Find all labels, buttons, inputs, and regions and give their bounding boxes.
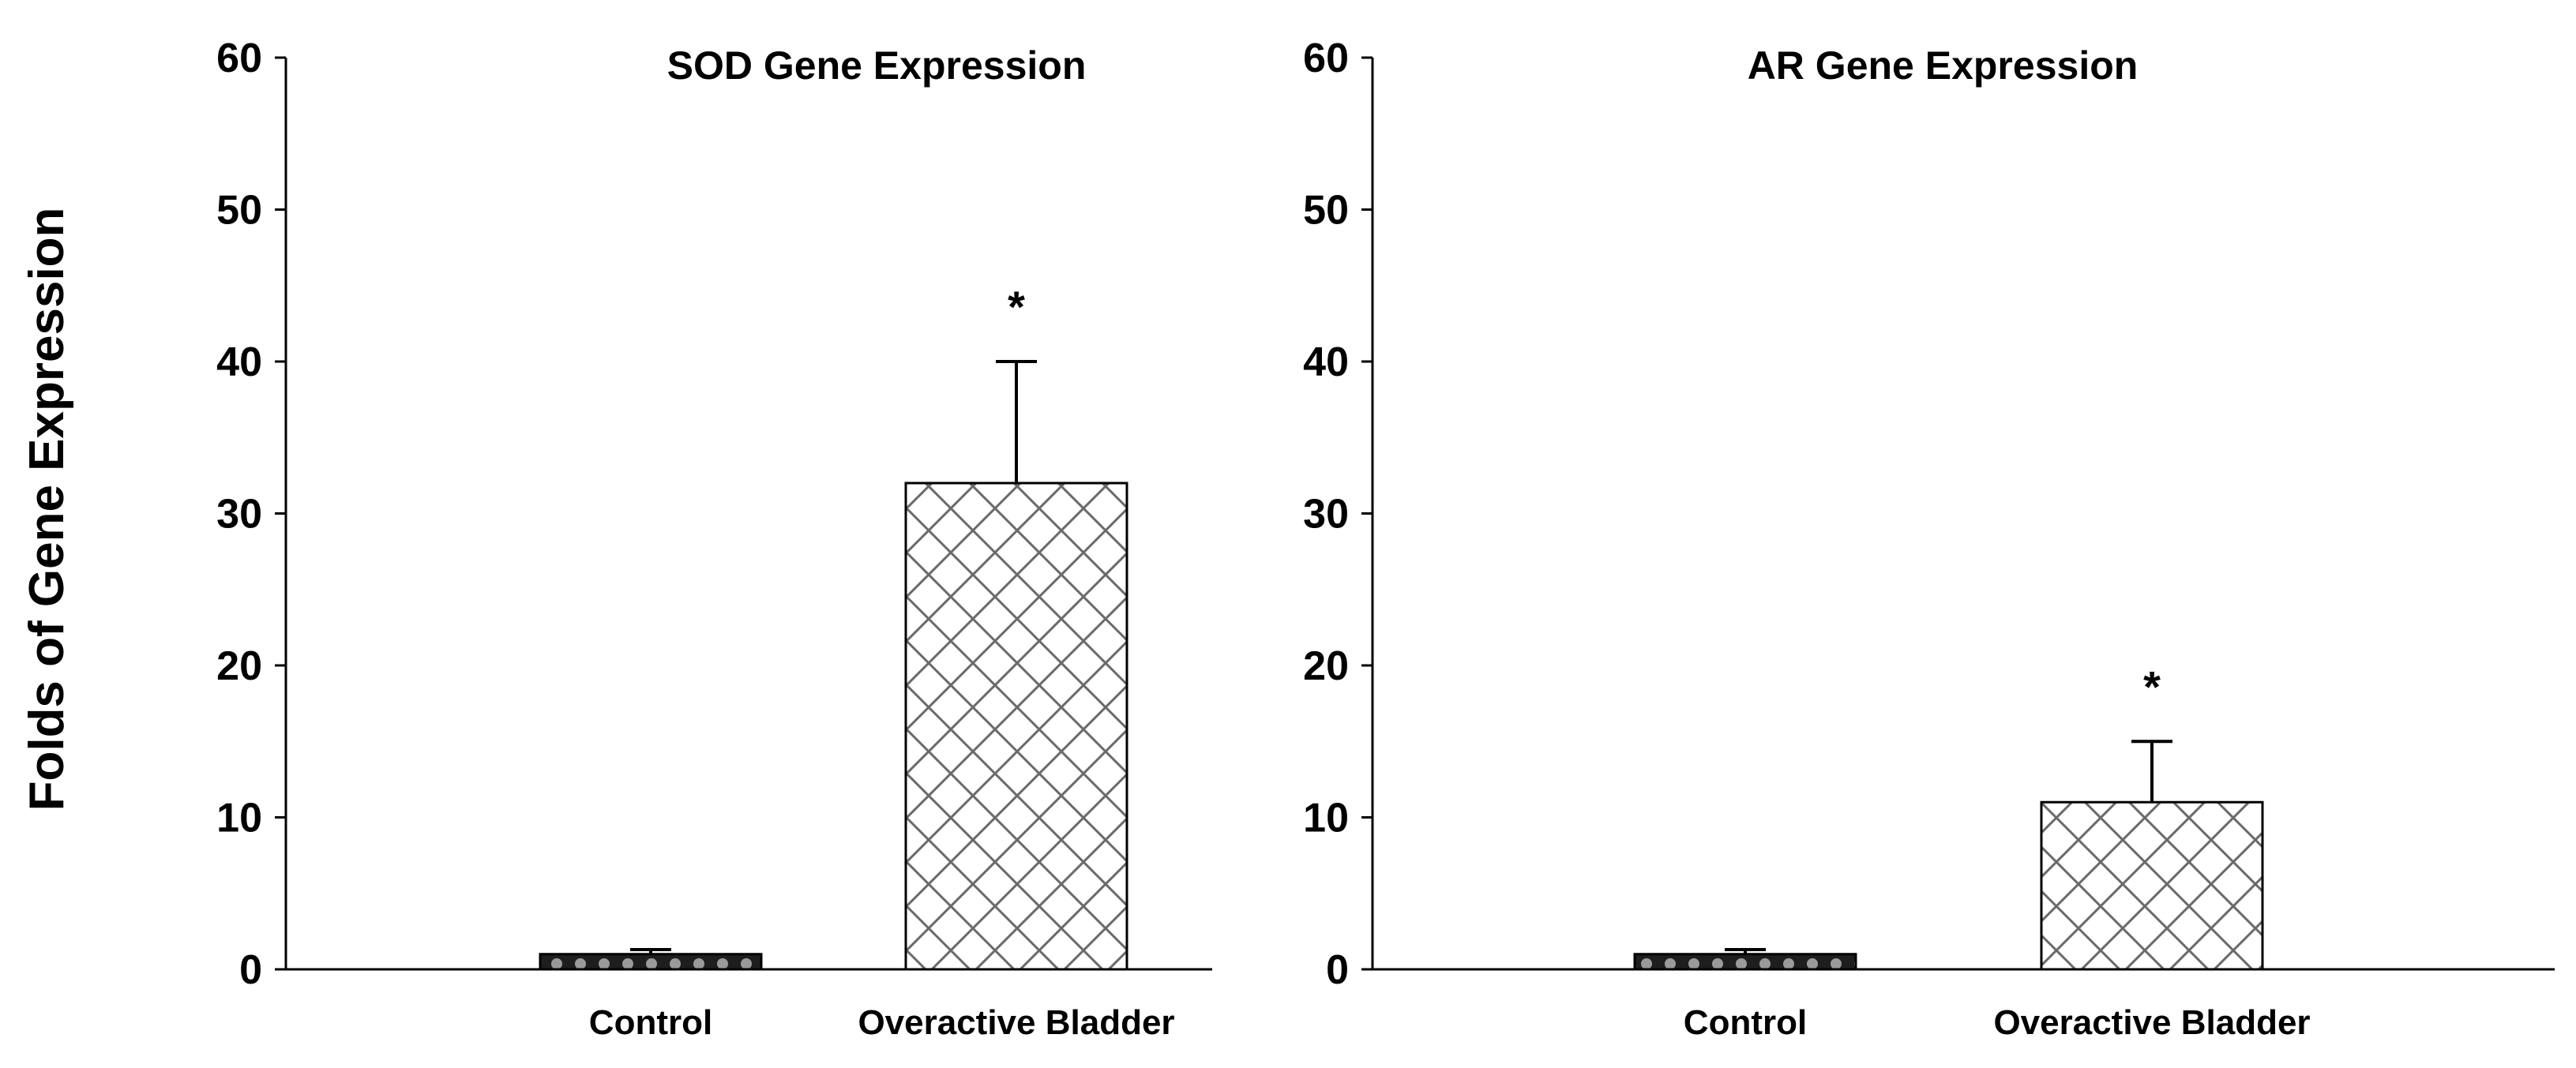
ar-chart-panel: AR Gene Expression 0 10 20 30 40 50 60 Control * O… bbox=[1303, 36, 2555, 1042]
y-tick-label: 30 bbox=[216, 492, 262, 538]
y-tick-label: 20 bbox=[1303, 643, 1349, 689]
y-tick-label: 40 bbox=[1303, 339, 1349, 385]
y-tick-label: 50 bbox=[216, 188, 262, 234]
chart-title: AR Gene Expression bbox=[1748, 43, 2139, 88]
sod-chart-panel: SOD Gene Expression 0 10 20 30 40 50 60 Control *… bbox=[216, 36, 1212, 1042]
chart-title: SOD Gene Expression bbox=[667, 43, 1087, 88]
y-tick-label: 10 bbox=[216, 796, 262, 841]
y-tick-label: 10 bbox=[1303, 796, 1349, 841]
y-tick-label: 0 bbox=[1326, 947, 1349, 993]
y-tick-label: 40 bbox=[216, 339, 262, 385]
x-tick-label: Control bbox=[1684, 1003, 1807, 1042]
x-tick-label: Overactive Bladder bbox=[1993, 1003, 2310, 1042]
significance-marker: * bbox=[2143, 661, 2161, 711]
y-tick-label: 0 bbox=[239, 947, 262, 993]
y-tick-label: 20 bbox=[216, 643, 262, 689]
bar-overactive-bladder bbox=[2040, 800, 2264, 971]
bar-overactive-bladder bbox=[904, 482, 1128, 971]
x-tick-label: Control bbox=[589, 1003, 712, 1042]
y-tick-label: 50 bbox=[1303, 188, 1349, 234]
y-axis-label: Folds of Gene Expression bbox=[20, 208, 74, 811]
x-tick-label: Overactive Bladder bbox=[858, 1003, 1174, 1042]
y-tick-label: 30 bbox=[1303, 492, 1349, 538]
y-tick-label: 60 bbox=[1303, 36, 1349, 81]
bar-control bbox=[1633, 953, 1857, 971]
bar-control bbox=[539, 953, 763, 971]
significance-marker: * bbox=[1008, 282, 1025, 332]
y-tick-label: 60 bbox=[216, 36, 262, 81]
